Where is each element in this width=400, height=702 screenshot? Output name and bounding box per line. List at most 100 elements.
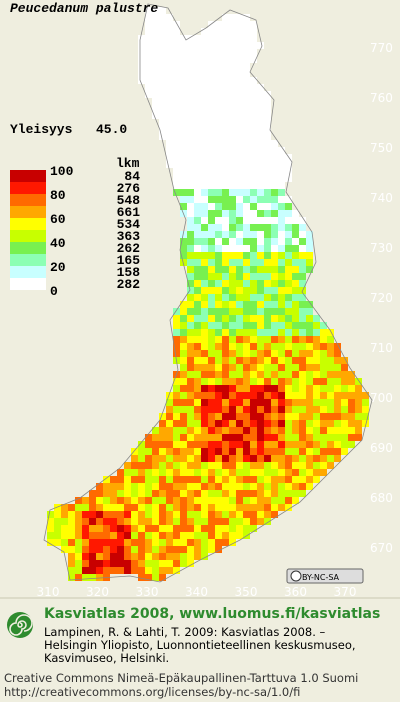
map-cell xyxy=(320,385,327,392)
map-cell xyxy=(334,420,341,427)
map-cell xyxy=(159,434,166,441)
map-cell xyxy=(180,329,187,336)
map-cell xyxy=(278,364,285,371)
map-cell xyxy=(138,448,145,455)
map-cell xyxy=(180,154,187,161)
map-cell xyxy=(173,350,180,357)
map-cell xyxy=(117,497,124,504)
map-cell xyxy=(306,238,313,245)
map-cell xyxy=(222,84,229,91)
map-cell xyxy=(229,413,236,420)
map-cell xyxy=(264,350,271,357)
map-cell xyxy=(278,504,285,511)
map-cell xyxy=(61,546,68,553)
map-cell xyxy=(257,259,264,266)
map-cell xyxy=(208,287,215,294)
map-cell xyxy=(334,455,341,462)
map-cell xyxy=(131,504,138,511)
map-cell xyxy=(145,448,152,455)
map-cell xyxy=(229,21,236,28)
map-cell xyxy=(173,322,180,329)
map-cell xyxy=(278,336,285,343)
map-cell xyxy=(180,245,187,252)
map-cell xyxy=(278,448,285,455)
map-cell xyxy=(152,525,159,532)
map-cell xyxy=(236,413,243,420)
map-cell xyxy=(173,112,180,119)
map-cell xyxy=(103,497,110,504)
map-cell xyxy=(264,175,271,182)
map-cell xyxy=(159,427,166,434)
map-cell xyxy=(306,378,313,385)
map-cell xyxy=(278,371,285,378)
map-cell xyxy=(229,105,236,112)
map-cell xyxy=(271,175,278,182)
map-cell xyxy=(96,490,103,497)
map-cell xyxy=(89,574,96,581)
map-cell xyxy=(110,546,117,553)
map-cell xyxy=(257,280,264,287)
map-cell xyxy=(299,490,306,497)
map-cell xyxy=(152,511,159,518)
map-cell xyxy=(250,217,257,224)
map-cell xyxy=(278,217,285,224)
map-cell xyxy=(306,413,313,420)
map-cell xyxy=(152,483,159,490)
map-cell xyxy=(208,175,215,182)
map-cell xyxy=(173,532,180,539)
legend-count: 262 xyxy=(117,241,141,256)
map-cell xyxy=(278,413,285,420)
map-cell xyxy=(75,532,82,539)
map-cell xyxy=(271,490,278,497)
map-cell xyxy=(285,210,292,217)
map-cell xyxy=(229,189,236,196)
map-cell xyxy=(229,455,236,462)
map-cell xyxy=(215,476,222,483)
map-cell xyxy=(313,364,320,371)
map-cell xyxy=(236,224,243,231)
map-cell xyxy=(131,497,138,504)
map-cell xyxy=(278,455,285,462)
map-cell xyxy=(180,308,187,315)
map-cell xyxy=(166,112,173,119)
map-cell xyxy=(166,483,173,490)
map-cell xyxy=(201,378,208,385)
map-cell xyxy=(152,553,159,560)
map-cell xyxy=(236,238,243,245)
map-cell xyxy=(208,476,215,483)
map-cell xyxy=(306,336,313,343)
map-cell xyxy=(96,560,103,567)
map-cell xyxy=(271,196,278,203)
map-cell xyxy=(166,567,173,574)
map-cell xyxy=(257,210,264,217)
northing-label: 760 xyxy=(370,91,393,105)
map-cell xyxy=(180,525,187,532)
map-cell xyxy=(194,511,201,518)
map-cell xyxy=(215,35,222,42)
map-cell xyxy=(243,378,250,385)
map-cell xyxy=(68,525,75,532)
map-cell xyxy=(194,392,201,399)
map-cell xyxy=(306,385,313,392)
map-cell xyxy=(222,245,229,252)
map-cell xyxy=(173,504,180,511)
map-cell xyxy=(229,77,236,84)
map-cell xyxy=(306,420,313,427)
map-cell xyxy=(187,168,194,175)
map-cell xyxy=(166,28,173,35)
map-cell xyxy=(208,308,215,315)
map-cell xyxy=(166,455,173,462)
map-cell xyxy=(257,112,264,119)
map-cell xyxy=(278,497,285,504)
map-cell xyxy=(222,399,229,406)
map-cell xyxy=(194,224,201,231)
map-cell xyxy=(236,483,243,490)
map-cell xyxy=(236,210,243,217)
map-cell xyxy=(299,455,306,462)
map-cell xyxy=(194,406,201,413)
map-cell xyxy=(215,483,222,490)
map-cell xyxy=(243,385,250,392)
map-cell xyxy=(264,413,271,420)
map-cell xyxy=(250,77,257,84)
map-cell xyxy=(222,77,229,84)
